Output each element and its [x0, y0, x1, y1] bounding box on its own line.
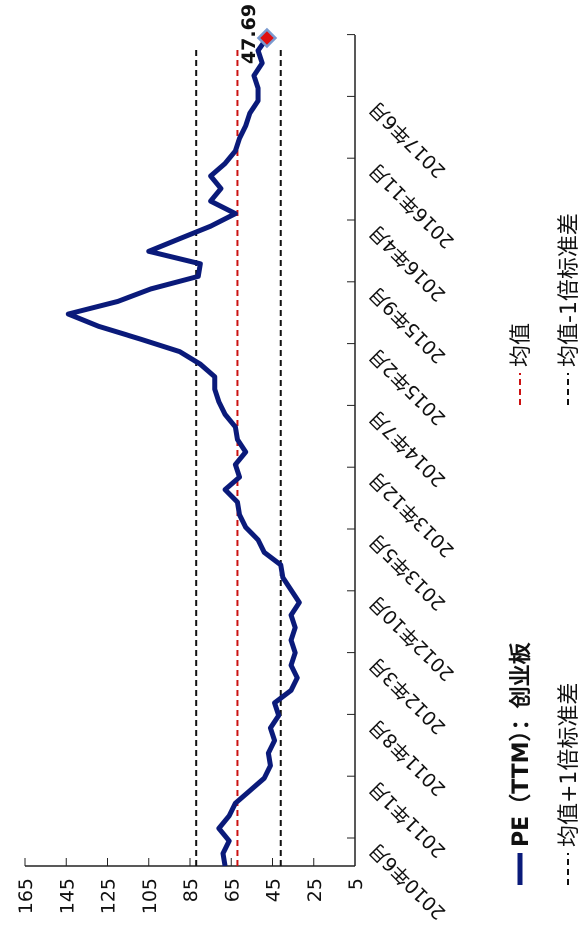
- y-tick-label: 45: [263, 878, 285, 902]
- y-tick-label: 25: [304, 878, 326, 902]
- y-tick-label: 165: [15, 878, 37, 914]
- legend-label: 均值+1倍标准差: [557, 683, 581, 847]
- y-tick-label: 105: [139, 878, 161, 914]
- y-tick-label: 85: [180, 878, 202, 902]
- series-line: [65, 36, 302, 867]
- y-tick-label: 5: [345, 878, 367, 890]
- value-label: 47.69: [238, 4, 260, 64]
- last-point: [256, 27, 278, 49]
- legend-label: 均值: [509, 323, 534, 367]
- y-tick-label: 145: [56, 878, 78, 914]
- legend-label: PE（TTM）：创业板: [509, 641, 534, 847]
- legend-label: 均值-1倍标准差: [557, 213, 581, 367]
- y-tick-label: 125: [98, 878, 120, 914]
- y-tick-label: 65: [221, 878, 243, 902]
